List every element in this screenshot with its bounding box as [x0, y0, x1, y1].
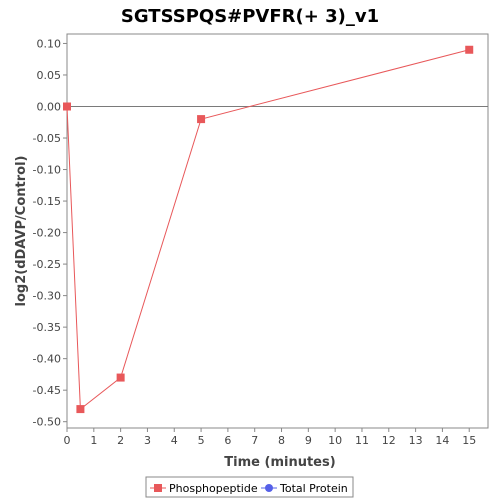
y-tick-label: -0.05	[33, 132, 61, 145]
y-tick-label: 0.00	[37, 100, 62, 113]
y-tick-label: -0.20	[33, 227, 61, 240]
x-tick-label: 14	[435, 434, 449, 447]
x-tick-label: 13	[409, 434, 423, 447]
x-axis-label: Time (minutes)	[224, 455, 335, 470]
x-tick-label: 11	[355, 434, 369, 447]
data-point-phosphopeptide	[116, 373, 125, 382]
legend-label-total-protein: Total Protein	[279, 482, 348, 495]
series-layer	[63, 45, 474, 414]
x-tick-label: 5	[198, 434, 205, 447]
x-tick-label: 15	[462, 434, 476, 447]
data-point-phosphopeptide	[63, 102, 71, 111]
y-tick-label: 0.05	[37, 69, 62, 82]
plot-area	[66, 33, 489, 429]
y-tick-label: -0.50	[33, 416, 61, 429]
y-tick-label: -0.30	[33, 290, 61, 303]
x-tick-label: 10	[328, 434, 342, 447]
x-tick-label: 0	[64, 434, 71, 447]
data-point-phosphopeptide	[76, 405, 85, 414]
y-tick-label: -0.25	[33, 258, 61, 271]
x-tick-label: 4	[171, 434, 178, 447]
y-tick-label: 0.10	[37, 37, 62, 50]
x-axis: 0 1 2 3 4 5 6 7 8 9 10 11 12 13 14 15	[64, 428, 476, 447]
x-tick-label: 3	[144, 434, 151, 447]
y-tick-label: -0.45	[33, 384, 61, 397]
legend: Phosphopeptide Total Protein	[145, 476, 354, 498]
x-tick-label: 2	[117, 434, 124, 447]
data-point-phosphopeptide	[197, 115, 206, 124]
x-tick-label: 8	[278, 434, 285, 447]
legend-marker-phosphopeptide	[154, 484, 162, 492]
y-tick-label: -0.40	[33, 353, 61, 366]
y-tick-label: -0.35	[33, 321, 61, 334]
legend-label-phosphopeptide: Phosphopeptide	[169, 482, 258, 495]
x-tick-label: 7	[251, 434, 258, 447]
x-tick-label: 12	[382, 434, 396, 447]
y-tick-label: -0.10	[33, 164, 61, 177]
legend-marker-total-protein	[265, 484, 273, 492]
x-tick-label: 1	[90, 434, 97, 447]
x-tick-label: 9	[305, 434, 312, 447]
y-tick-label: -0.15	[33, 195, 61, 208]
y-axis-label: log2(dDAVP/Control)	[14, 156, 29, 307]
x-tick-label: 6	[224, 434, 231, 447]
y-axis: 0.10 0.05 0.00 -0.05 -0.10 -0.15 -0.20 -0.25 -0.…	[33, 37, 67, 429]
legend-box	[145, 476, 354, 498]
data-point-phosphopeptide	[465, 45, 474, 54]
chart-title: SGTSSPQS#PVFR(+ 3)_v1	[121, 6, 379, 27]
